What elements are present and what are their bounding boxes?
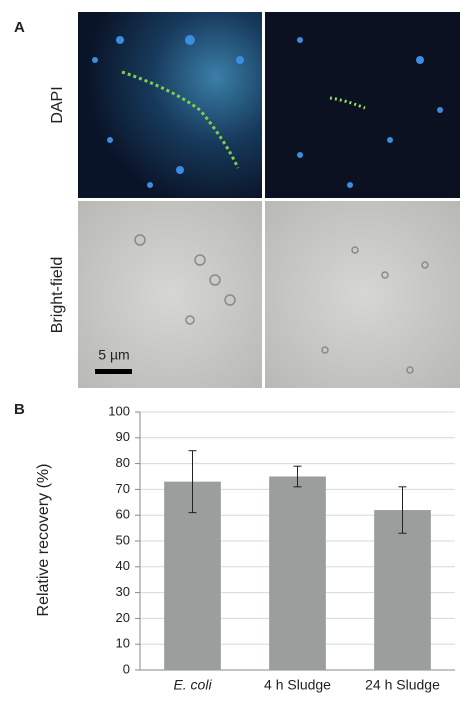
scale-bar bbox=[95, 369, 132, 374]
bar bbox=[374, 510, 431, 670]
y-tick-label: 40 bbox=[116, 558, 130, 573]
y-tick-label: 70 bbox=[116, 481, 130, 496]
x-tick-label: 24 h Sludge bbox=[365, 677, 440, 693]
dapi-image bbox=[265, 12, 460, 198]
panel-label: A bbox=[14, 19, 25, 36]
scale-bar-label: 5 µm bbox=[98, 347, 129, 363]
x-tick-label: E. coli bbox=[173, 677, 212, 693]
row-label: Bright-field bbox=[49, 257, 66, 333]
bar bbox=[269, 476, 326, 670]
y-tick-label: 60 bbox=[116, 507, 130, 522]
y-tick-label: 30 bbox=[116, 584, 130, 599]
y-tick-label: 80 bbox=[116, 455, 130, 470]
y-axis-title: Relative recovery (%) bbox=[35, 464, 52, 617]
x-tick-label: 4 h Sludge bbox=[264, 677, 331, 693]
cells bbox=[134, 234, 429, 374]
dapi-image bbox=[78, 12, 262, 198]
y-tick-label: 50 bbox=[116, 532, 130, 547]
row-label: DAPI bbox=[49, 86, 66, 123]
y-tick-label: 90 bbox=[116, 429, 130, 444]
cells bbox=[92, 35, 443, 188]
filament bbox=[329, 96, 366, 110]
y-tick-label: 0 bbox=[123, 661, 130, 676]
panel-label: B bbox=[14, 401, 25, 418]
y-tick-label: 10 bbox=[116, 636, 130, 651]
brightfield-image bbox=[265, 201, 460, 388]
y-tick-label: 100 bbox=[108, 403, 130, 418]
y-tick-label: 20 bbox=[116, 610, 130, 625]
